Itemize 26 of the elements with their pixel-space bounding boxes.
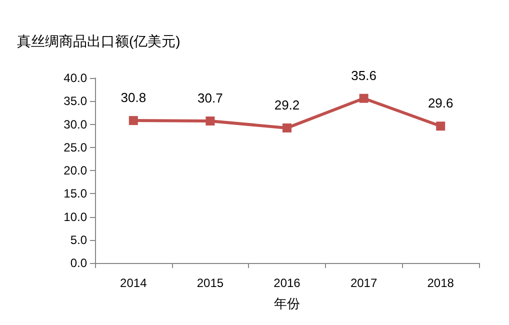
data-label: 35.6 <box>351 68 376 83</box>
y-tick-label: 15.0 <box>64 186 88 201</box>
point <box>128 116 138 126</box>
y-tick-label: 25.0 <box>64 140 88 154</box>
point <box>206 116 215 126</box>
y-tick-label: 35.0 <box>64 94 88 108</box>
data-label: 30.8 <box>120 90 146 106</box>
x-axis-title: 年份 <box>274 296 300 311</box>
y-tick-label: 10.0 <box>64 210 88 224</box>
data-label: 30.7 <box>198 90 223 106</box>
y-tick-label: 30.0 <box>64 117 88 132</box>
y-tick-label: 40.0 <box>64 71 88 85</box>
x-tick-label: 2016 <box>274 276 301 290</box>
x-tick-label: 2014 <box>120 276 148 290</box>
point <box>436 122 446 131</box>
y-axis-title: 真丝绸商品出口额(亿美元) <box>17 33 180 49</box>
y-tick-label: 5.0 <box>70 232 88 247</box>
point <box>282 123 292 132</box>
x-tick-label: 2018 <box>427 276 454 290</box>
y-tick-label: 0.0 <box>70 256 88 270</box>
x-tick-label: 2015 <box>196 276 224 290</box>
data-label: 29.6 <box>428 96 454 111</box>
y-tick-label: 20.0 <box>64 164 88 178</box>
x-tick-label: 2017 <box>350 276 378 290</box>
point <box>359 94 368 103</box>
data-label: 29.2 <box>274 97 300 112</box>
